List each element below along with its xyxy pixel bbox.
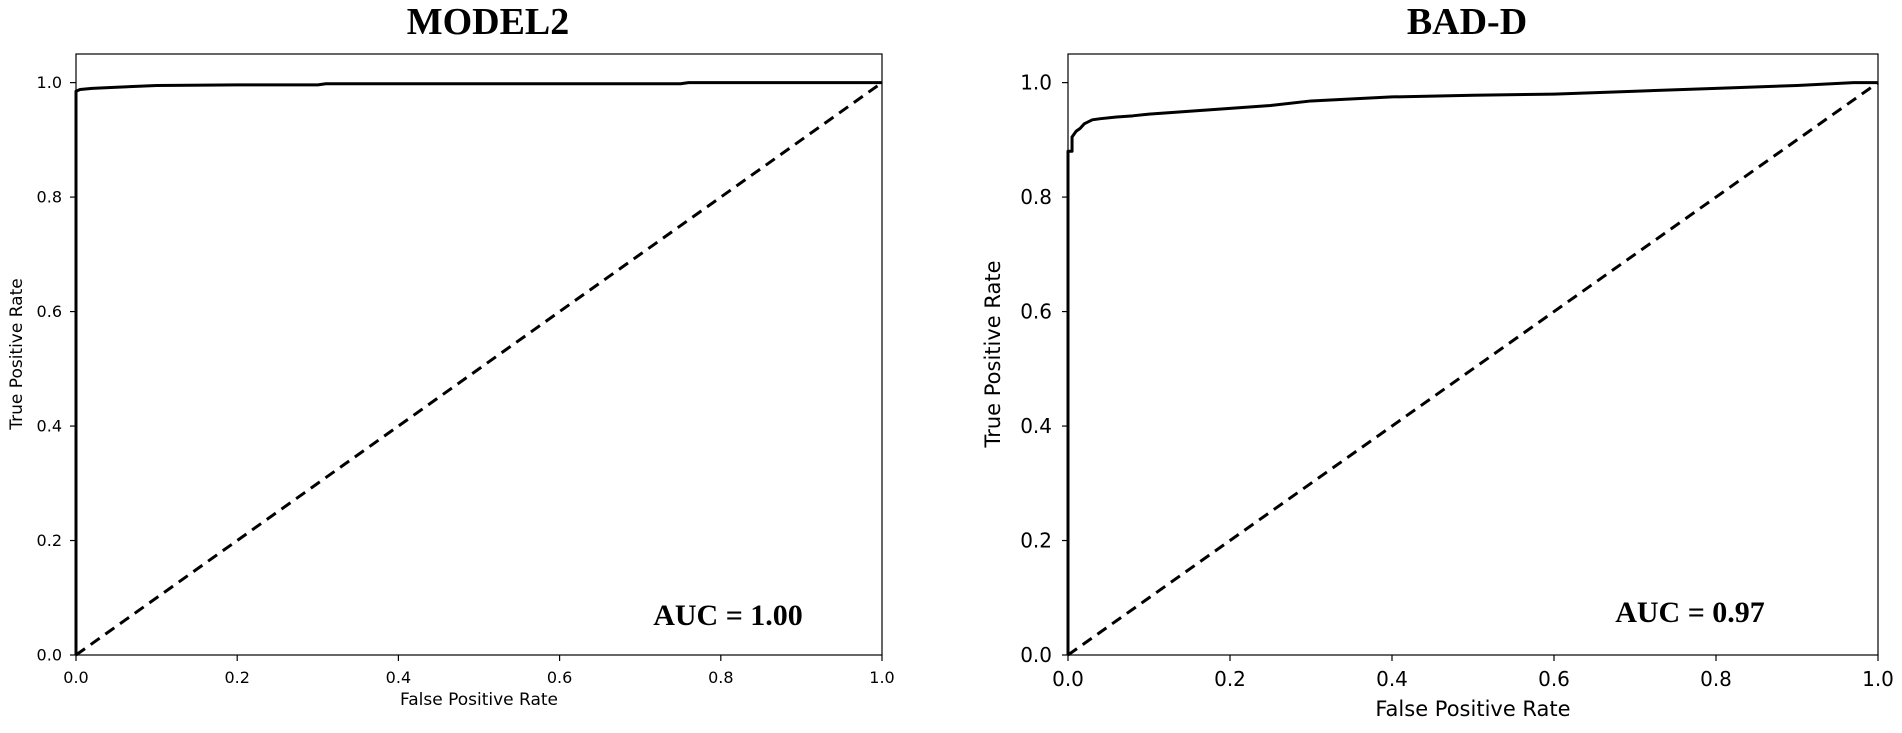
chart-panel-1: MODEL2 0.0 0.2 0.4 0.6 0.8 1.0 0.0 0.2 0.4 0.6 0.8 1… [7, 1, 895, 710]
x-tick-label: 0.0 [1052, 667, 1084, 691]
x-tick-label: 0.0 [63, 668, 88, 687]
y-tick-label: 0.8 [37, 188, 62, 207]
x-tick-label: 1.0 [1862, 667, 1894, 691]
y-tick-label: 0.2 [1020, 529, 1052, 553]
auc-annotation: AUC = 0.97 [1615, 596, 1765, 629]
x-tick-label: 0.8 [708, 668, 733, 687]
x-tick-label: 0.2 [224, 668, 249, 687]
y-tick-label: 0.0 [37, 646, 62, 665]
x-tick-label: 0.4 [386, 668, 411, 687]
plot-frame [1067, 53, 1879, 656]
y-tick-label: 0.6 [37, 302, 62, 321]
y-tick-label: 1.0 [1020, 71, 1052, 95]
y-tick-label: 1.0 [37, 73, 62, 92]
y-tick-label: 0.4 [37, 417, 62, 436]
chart-title: MODEL2 [407, 1, 570, 43]
x-tick-label: 0.4 [1376, 667, 1408, 691]
x-axis-label: False Positive Rate [400, 690, 558, 710]
x-axis-label: False Positive Rate [1375, 697, 1570, 721]
chart-panel-2: BAD-D 0.0 0.2 0.4 0.6 0.8 1.0 0.0 0.2 0.4 0.6 0.8 1.… [981, 1, 1894, 721]
y-axis-label: True Positive Rate [7, 278, 27, 430]
x-tick-label: 0.6 [547, 668, 572, 687]
roc-curve [1066, 81, 1878, 655]
y-tick-label: 0.0 [1020, 643, 1052, 667]
plot-frame [75, 53, 883, 656]
y-tick-label: 0.6 [1020, 300, 1052, 324]
x-tick-label: 1.0 [869, 668, 894, 687]
roc-curve [74, 81, 882, 655]
chance-diagonal-line [1067, 81, 1879, 657]
y-tick-label: 0.2 [37, 531, 62, 550]
chance-diagonal-line [75, 81, 883, 657]
x-tick-label: 0.2 [1214, 667, 1246, 691]
y-axis-label: True Positive Rate [981, 260, 1005, 448]
x-tick-label: 0.6 [1538, 667, 1570, 691]
x-tick-label: 0.8 [1700, 667, 1732, 691]
y-tick-label: 0.4 [1020, 414, 1052, 438]
y-tick-label: 0.8 [1020, 185, 1052, 209]
auc-annotation: AUC = 1.00 [653, 599, 803, 632]
chart-title: BAD-D [1407, 1, 1527, 43]
